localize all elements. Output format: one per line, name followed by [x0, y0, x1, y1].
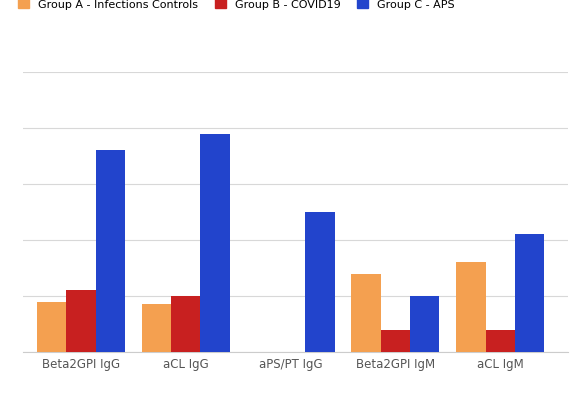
Bar — [142, 304, 171, 352]
Bar — [456, 262, 485, 352]
Bar — [305, 212, 335, 352]
Bar — [410, 296, 440, 352]
Bar — [96, 150, 125, 352]
Bar — [171, 296, 201, 352]
Bar — [201, 134, 230, 352]
Bar — [380, 330, 410, 352]
Bar — [37, 302, 66, 352]
Bar — [515, 234, 544, 352]
Bar — [485, 330, 515, 352]
Bar — [66, 290, 96, 352]
Legend: Group A - Infections Controls, Group B - COVID19, Group C - APS: Group A - Infections Controls, Group B -… — [18, 0, 455, 10]
Bar — [351, 274, 380, 352]
